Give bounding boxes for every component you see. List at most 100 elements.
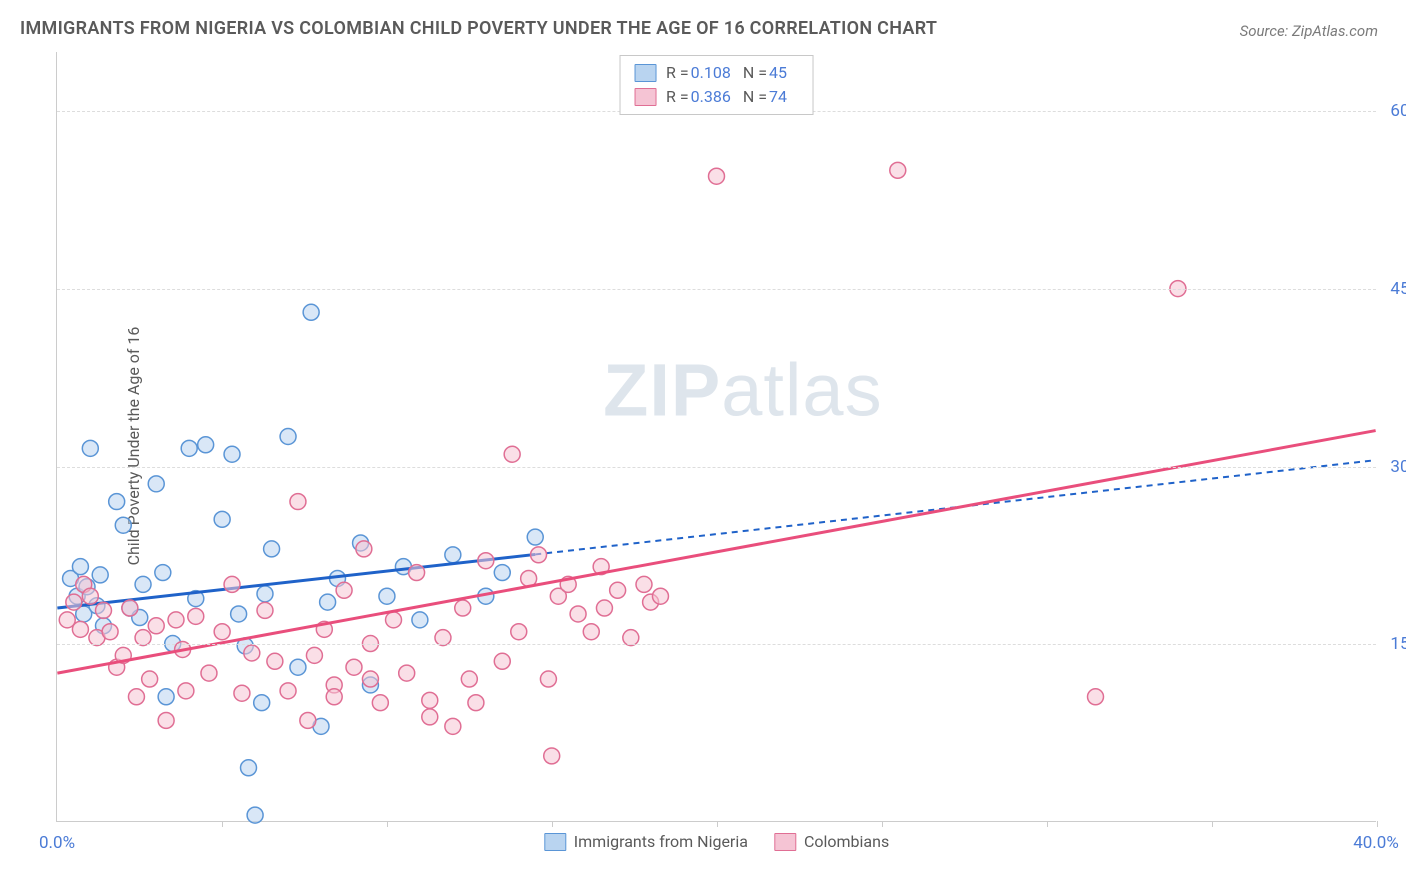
- data-point: [570, 606, 586, 622]
- legend-series: Immigrants from Nigeria Colombians: [544, 832, 889, 851]
- data-point: [128, 689, 144, 705]
- data-point: [224, 446, 240, 462]
- data-point: [412, 612, 428, 628]
- data-point: [346, 659, 362, 675]
- data-point: [102, 624, 118, 640]
- data-point: [422, 692, 438, 708]
- data-point: [399, 665, 415, 681]
- data-point: [1088, 689, 1104, 705]
- data-point: [82, 440, 98, 456]
- data-point: [214, 624, 230, 640]
- data-point: [158, 712, 174, 728]
- data-point: [409, 565, 425, 581]
- swatch-icon: [544, 833, 566, 851]
- data-point: [290, 494, 306, 510]
- data-point: [531, 547, 547, 563]
- data-point: [303, 304, 319, 320]
- data-point: [362, 671, 378, 687]
- swatch-icon: [634, 64, 656, 82]
- data-point: [115, 517, 131, 533]
- data-point: [244, 645, 260, 661]
- data-point: [379, 588, 395, 604]
- data-point: [583, 624, 599, 640]
- data-point: [231, 606, 247, 622]
- data-point: [511, 624, 527, 640]
- x-tick-label: 0.0%: [39, 833, 75, 853]
- y-tick-label: 30.0%: [1390, 457, 1406, 477]
- gridline: [57, 467, 1376, 468]
- data-point: [504, 446, 520, 462]
- data-point: [264, 541, 280, 557]
- data-point: [636, 576, 652, 592]
- data-point: [494, 653, 510, 669]
- x-tick-mark: [387, 821, 388, 827]
- data-point: [356, 541, 372, 557]
- data-point: [386, 612, 402, 628]
- data-point: [455, 600, 471, 616]
- data-point: [224, 576, 240, 592]
- y-tick-label: 15.0%: [1390, 634, 1406, 654]
- data-point: [155, 565, 171, 581]
- x-tick-mark: [1377, 821, 1378, 827]
- data-point: [596, 600, 612, 616]
- legend-stats-row-0: R =0.108N =45: [634, 61, 799, 85]
- x-tick-mark: [552, 821, 553, 827]
- data-point: [372, 695, 388, 711]
- data-point: [142, 671, 158, 687]
- x-tick-label: 40.0%: [1353, 833, 1399, 853]
- data-point: [422, 709, 438, 725]
- x-tick-mark: [222, 821, 223, 827]
- y-tick-label: 45.0%: [1390, 279, 1406, 299]
- gridline: [57, 289, 1376, 290]
- data-point: [306, 647, 322, 663]
- data-point: [478, 553, 494, 569]
- scatter-svg: [57, 52, 1376, 821]
- data-point: [201, 665, 217, 681]
- data-point: [435, 630, 451, 646]
- data-point: [181, 440, 197, 456]
- data-point: [652, 588, 668, 604]
- data-point: [178, 683, 194, 699]
- data-point: [280, 683, 296, 699]
- data-point: [122, 600, 138, 616]
- data-point: [247, 807, 263, 823]
- data-point: [109, 494, 125, 510]
- data-point: [168, 612, 184, 628]
- data-point: [461, 671, 477, 687]
- legend-item-0: Immigrants from Nigeria: [544, 832, 748, 851]
- data-point: [234, 685, 250, 701]
- data-point: [72, 559, 88, 575]
- data-point: [494, 565, 510, 581]
- data-point: [709, 168, 725, 184]
- plot-area: ZIPatlas R =0.108N =45 R =0.386N =74 Imm…: [56, 52, 1376, 822]
- data-point: [72, 621, 88, 637]
- gridline: [57, 644, 1376, 645]
- data-point: [198, 437, 214, 453]
- data-point: [445, 547, 461, 563]
- data-point: [326, 689, 342, 705]
- data-point: [148, 618, 164, 634]
- data-point: [214, 511, 230, 527]
- source-attribution: Source: ZipAtlas.com: [1240, 22, 1378, 40]
- data-point: [445, 718, 461, 734]
- data-point: [135, 630, 151, 646]
- legend-stats-row-1: R =0.386N =74: [634, 85, 799, 109]
- data-point: [92, 567, 108, 583]
- data-point: [148, 476, 164, 492]
- data-point: [188, 608, 204, 624]
- swatch-icon: [634, 88, 656, 106]
- x-tick-mark: [1047, 821, 1048, 827]
- data-point: [158, 689, 174, 705]
- data-point: [527, 529, 543, 545]
- data-point: [623, 630, 639, 646]
- data-point: [320, 594, 336, 610]
- y-tick-label: 60.0%: [1390, 101, 1406, 121]
- legend-item-1: Colombians: [774, 832, 889, 851]
- data-point: [257, 586, 273, 602]
- chart-title: IMMIGRANTS FROM NIGERIA VS COLOMBIAN CHI…: [20, 18, 937, 39]
- data-point: [82, 588, 98, 604]
- x-tick-mark: [1212, 821, 1213, 827]
- data-point: [280, 429, 296, 445]
- data-point: [544, 748, 560, 764]
- swatch-icon: [774, 833, 796, 851]
